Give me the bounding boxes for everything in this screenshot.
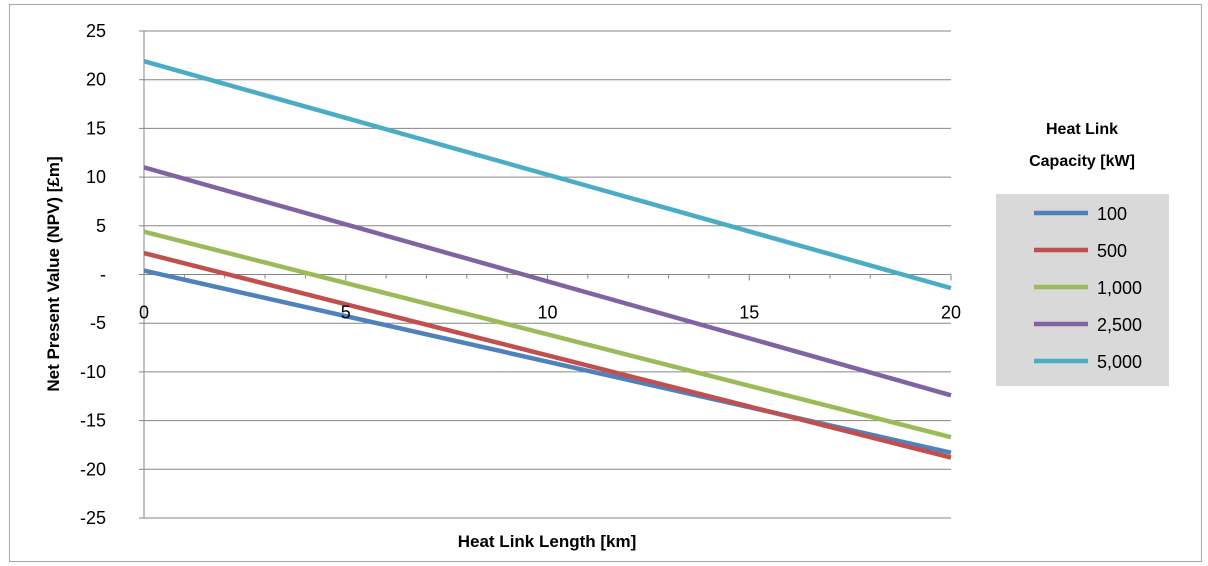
legend-items: 100 500 1,000 2,500 5,000 xyxy=(1034,204,1142,372)
y-tick-label: - xyxy=(100,265,106,285)
y-tick-label: -20 xyxy=(80,459,106,479)
chart-frame xyxy=(9,4,1202,562)
y-axis-title: Net Present Value (NPV) [£m] xyxy=(44,156,63,391)
y-tick-label: -10 xyxy=(80,362,106,382)
y-tick-label: 25 xyxy=(86,21,106,41)
axes xyxy=(139,30,952,519)
series-line-2500 xyxy=(143,165,952,398)
legend-label: 5,000 xyxy=(1097,352,1142,372)
y-tick-label: 20 xyxy=(86,70,106,90)
y-tick-label: 5 xyxy=(96,216,106,236)
legend-title-line-1: Heat Link xyxy=(1046,121,1118,138)
series-line-1000 xyxy=(143,229,952,440)
legend-box xyxy=(996,194,1169,386)
x-tick-label: 20 xyxy=(941,303,961,323)
y-tick-label: -5 xyxy=(90,313,106,333)
x-tick-label: 5 xyxy=(341,303,351,323)
legend: Heat Link Capacity [kW] 100 500 1,000 2,500… xyxy=(996,121,1169,386)
y-tick-label: -15 xyxy=(80,411,106,431)
y-tick-label: 10 xyxy=(86,167,106,187)
series-line-5000 xyxy=(143,59,952,291)
y-tick-label: 15 xyxy=(86,118,106,138)
x-axis-title: Heat Link Length [km] xyxy=(458,532,637,551)
y-tick-labels: 25 20 15 10 5 - -5 -10 -15 -20 -25 xyxy=(80,21,106,528)
legend-label: 500 xyxy=(1097,241,1127,261)
y-tick-label: -25 xyxy=(80,508,106,528)
x-tick-label: 0 xyxy=(139,303,149,323)
x-tick-label: 15 xyxy=(739,303,759,323)
series-line-500 xyxy=(143,250,952,460)
legend-label: 100 xyxy=(1097,204,1127,224)
series-lines xyxy=(143,59,952,460)
legend-title-line-2: Capacity [kW] xyxy=(1029,153,1135,170)
legend-label: 1,000 xyxy=(1097,278,1142,298)
x-tick-label: 10 xyxy=(537,303,557,323)
x-tick-labels: 0 5 10 15 20 xyxy=(139,303,961,323)
legend-label: 2,500 xyxy=(1097,315,1142,335)
